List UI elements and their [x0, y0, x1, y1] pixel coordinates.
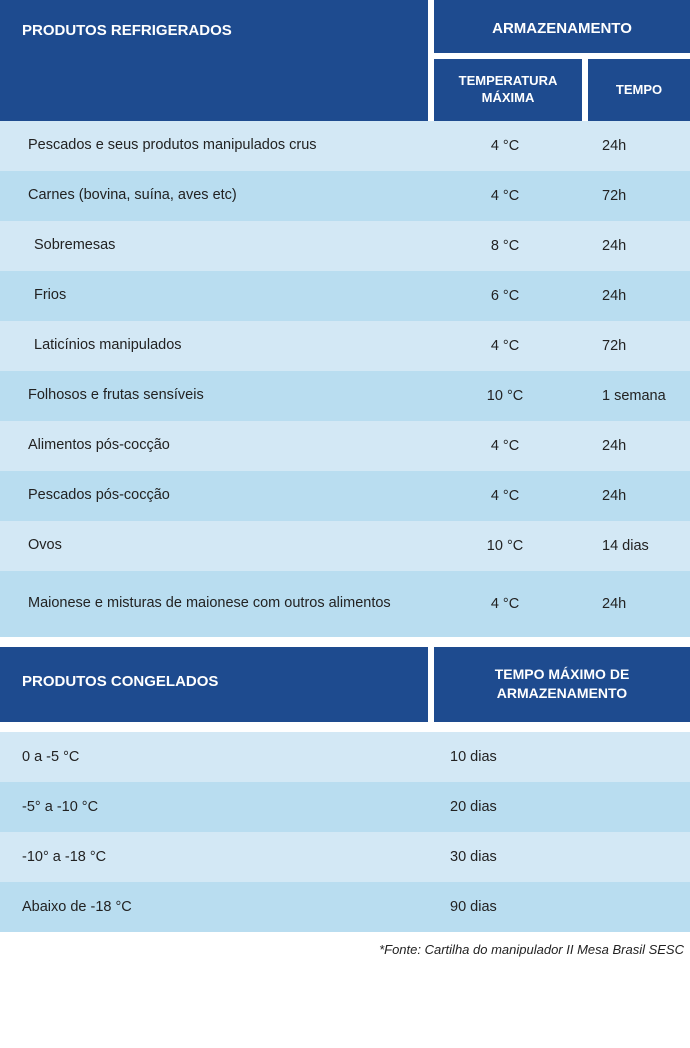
frozen-header: PRODUTOS CONGELADOS TEMPO MÁXIMO DE ARMA…: [0, 647, 690, 722]
refrigerated-header: PRODUTOS REFRIGERADOS ARMAZENAMENTO TEMP…: [0, 0, 690, 121]
col-temp-header: TEMPERATURA MÁXIMA: [434, 59, 582, 121]
temp-cell: 4 °C: [428, 421, 582, 471]
time-cell: 24h: [582, 221, 690, 271]
table-row: Carnes (bovina, suína, aves etc)4 °C72h: [0, 171, 690, 221]
time-cell: 10 dias: [428, 732, 690, 782]
table-row: Folhosos e frutas sensíveis10 °C1 semana: [0, 371, 690, 421]
time-cell: 24h: [582, 271, 690, 321]
section-gap-2: [0, 722, 690, 732]
temp-cell: 4 °C: [428, 571, 582, 637]
temp-cell: 4 °C: [428, 471, 582, 521]
storage-label: ARMAZENAMENTO: [434, 0, 690, 53]
range-cell: -5° a -10 °C: [0, 782, 428, 832]
storage-subheaders: TEMPERATURA MÁXIMA TEMPO: [434, 59, 690, 121]
product-cell: Pescados pós-cocção: [0, 471, 428, 521]
table-row: -10° a -18 °C30 dias: [0, 832, 690, 882]
time-cell: 24h: [582, 471, 690, 521]
table-row: Alimentos pós-cocção4 °C24h: [0, 421, 690, 471]
product-cell: Laticínios manipulados: [0, 321, 428, 371]
table-row: -5° a -10 °C20 dias: [0, 782, 690, 832]
table-row: 0 a -5 °C10 dias: [0, 732, 690, 782]
range-cell: -10° a -18 °C: [0, 832, 428, 882]
time-cell: 30 dias: [428, 832, 690, 882]
section-gap: [0, 637, 690, 647]
time-cell: 72h: [582, 171, 690, 221]
time-cell: 24h: [582, 121, 690, 171]
product-cell: Sobremesas: [0, 221, 428, 271]
table-row: Ovos10 °C14 dias: [0, 521, 690, 571]
time-cell: 1 semana: [582, 371, 690, 421]
frozen-time-header: TEMPO MÁXIMO DE ARMAZENAMENTO: [434, 647, 690, 722]
table-row: Laticínios manipulados4 °C72h: [0, 321, 690, 371]
temp-cell: 4 °C: [428, 121, 582, 171]
frozen-rows: 0 a -5 °C10 dias-5° a -10 °C20 dias-10° …: [0, 732, 690, 932]
product-cell: Maionese e misturas de maionese com outr…: [0, 571, 428, 637]
col-time-header: TEMPO: [588, 59, 690, 121]
product-cell: Carnes (bovina, suína, aves etc): [0, 171, 428, 221]
table-row: Sobremesas8 °C24h: [0, 221, 690, 271]
product-cell: Alimentos pós-cocção: [0, 421, 428, 471]
table-row: Pescados e seus produtos manipulados cru…: [0, 121, 690, 171]
storage-header-group: ARMAZENAMENTO TEMPERATURA MÁXIMA TEMPO: [434, 0, 690, 121]
product-cell: Ovos: [0, 521, 428, 571]
temp-cell: 4 °C: [428, 321, 582, 371]
temp-cell: 6 °C: [428, 271, 582, 321]
table-row: Abaixo de -18 °C90 dias: [0, 882, 690, 932]
table-row: Pescados pós-cocção4 °C24h: [0, 471, 690, 521]
time-cell: 72h: [582, 321, 690, 371]
range-cell: 0 a -5 °C: [0, 732, 428, 782]
time-cell: 24h: [582, 571, 690, 637]
refrigerated-title: PRODUTOS REFRIGERADOS: [22, 22, 232, 39]
temp-cell: 4 °C: [428, 171, 582, 221]
temp-cell: 8 °C: [428, 221, 582, 271]
frozen-title: PRODUTOS CONGELADOS: [0, 647, 428, 722]
product-cell: Pescados e seus produtos manipulados cru…: [0, 121, 428, 171]
temp-cell: 10 °C: [428, 521, 582, 571]
time-cell: 20 dias: [428, 782, 690, 832]
storage-tables: PRODUTOS REFRIGERADOS ARMAZENAMENTO TEMP…: [0, 0, 690, 957]
refrigerated-rows: Pescados e seus produtos manipulados cru…: [0, 121, 690, 637]
product-cell: Folhosos e frutas sensíveis: [0, 371, 428, 421]
product-cell: Frios: [0, 271, 428, 321]
time-cell: 14 dias: [582, 521, 690, 571]
temp-cell: 10 °C: [428, 371, 582, 421]
refrigerated-title-cell: PRODUTOS REFRIGERADOS: [0, 0, 428, 121]
time-cell: 24h: [582, 421, 690, 471]
range-cell: Abaixo de -18 °C: [0, 882, 428, 932]
table-row: Frios6 °C24h: [0, 271, 690, 321]
time-cell: 90 dias: [428, 882, 690, 932]
source-note: *Fonte: Cartilha do manipulador II Mesa …: [0, 932, 690, 957]
table-row: Maionese e misturas de maionese com outr…: [0, 571, 690, 637]
